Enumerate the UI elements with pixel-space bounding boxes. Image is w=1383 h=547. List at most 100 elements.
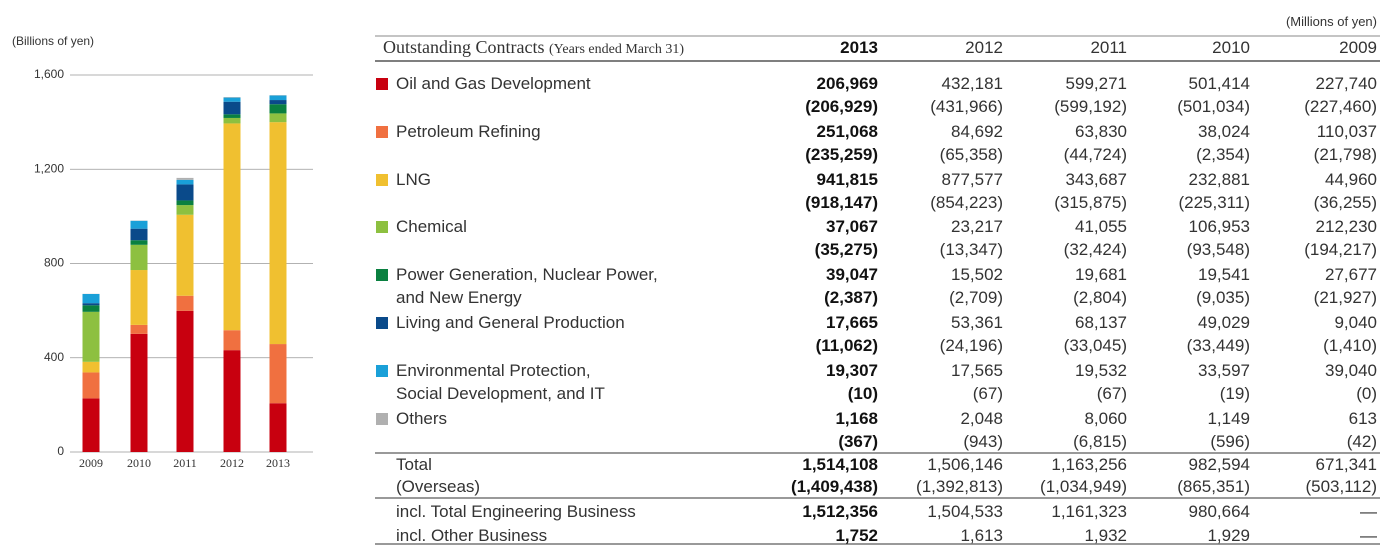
row-overseas: (19) [1220, 382, 1250, 405]
row-overseas: (2,387) [824, 286, 878, 309]
row-overseas: (67) [1097, 382, 1127, 405]
row-overseas: (65,358) [940, 143, 1003, 166]
row-value: 19,541 [1198, 263, 1250, 286]
row-value: 19,307 [826, 359, 878, 382]
row-overseas: (854,223) [930, 191, 1003, 214]
bar-segment [270, 403, 287, 452]
bar-segment [131, 325, 148, 334]
row-overseas: (367) [838, 430, 878, 453]
summary-label: incl. Other Business [396, 524, 547, 547]
legend-swatch [376, 413, 388, 425]
row-overseas: (21,798) [1314, 143, 1377, 166]
row-value: 941,815 [817, 168, 878, 191]
row-overseas: (943) [963, 430, 1003, 453]
bar-segment [177, 178, 194, 180]
row-overseas: (42) [1347, 430, 1377, 453]
summary-value: 671,341 [1316, 453, 1377, 476]
bar-segment [177, 215, 194, 296]
row-value: 343,687 [1066, 168, 1127, 191]
row-value: 1,149 [1207, 407, 1250, 430]
summary-value: 1,512,356 [802, 500, 878, 523]
row-overseas: (93,548) [1187, 238, 1250, 261]
bar-segment [177, 184, 194, 200]
bar-segment [131, 270, 148, 325]
row-value: 9,040 [1334, 311, 1377, 334]
row-value: 38,024 [1198, 120, 1250, 143]
bar-segment [177, 311, 194, 452]
row-value: 33,597 [1198, 359, 1250, 382]
row-label: Oil and Gas Development [396, 72, 591, 95]
row-value: 39,040 [1325, 359, 1377, 382]
row-overseas: (24,196) [940, 334, 1003, 357]
bar-segment [224, 98, 241, 102]
summary-value: 1,161,323 [1051, 500, 1127, 523]
row-overseas: (2,804) [1073, 286, 1127, 309]
row-value: 19,532 [1075, 359, 1127, 382]
row-overseas: (431,966) [930, 95, 1003, 118]
summary-value: — [1360, 500, 1377, 523]
summary-value: 1,163,256 [1051, 453, 1127, 476]
x-tick-label: 2012 [220, 456, 244, 470]
summary-value: 1,752 [835, 524, 878, 547]
summary-value: (1,409,438) [791, 475, 878, 498]
legend-swatch [376, 365, 388, 377]
row-value: 17,665 [826, 311, 878, 334]
bar-segment [83, 398, 100, 452]
summary-value: 982,594 [1189, 453, 1250, 476]
bar-segment [224, 102, 241, 115]
row-value: 53,361 [951, 311, 1003, 334]
table-title-text: Outstanding Contracts [383, 37, 544, 57]
y-tick-label: 400 [44, 350, 64, 364]
row-value: 41,055 [1075, 215, 1127, 238]
bar-segment [131, 229, 148, 241]
bar-segment [131, 221, 148, 229]
row-value: 2,048 [960, 407, 1003, 430]
column-header: 2010 [1212, 36, 1250, 59]
row-label: Petroleum Refining [396, 120, 541, 143]
column-header: 2012 [965, 36, 1003, 59]
summary-value: (1,034,949) [1040, 475, 1127, 498]
summary-value: 1,929 [1207, 524, 1250, 547]
row-value: 84,692 [951, 120, 1003, 143]
row-value: 23,217 [951, 215, 1003, 238]
bar-segment [83, 305, 100, 312]
row-overseas: (35,275) [815, 238, 878, 261]
row-value: 110,037 [1317, 120, 1377, 143]
bar-segment [177, 180, 194, 185]
x-tick-label: 2011 [173, 456, 197, 470]
row-overseas: (599,192) [1054, 95, 1127, 118]
y-tick-label: 0 [57, 444, 64, 458]
row-value: 227,740 [1316, 72, 1377, 95]
row-overseas: (13,347) [940, 238, 1003, 261]
legend-swatch [376, 78, 388, 90]
summary-value: 1,932 [1084, 524, 1127, 547]
bar-segment [177, 200, 194, 205]
row-overseas: (9,035) [1196, 286, 1250, 309]
summary-value: 1,504,533 [927, 500, 1003, 523]
bar-segment [224, 123, 241, 330]
row-overseas: (194,217) [1304, 238, 1377, 261]
column-header: 2009 [1339, 36, 1377, 59]
row-overseas: (32,424) [1064, 238, 1127, 261]
y-tick-label: 1,200 [34, 161, 64, 175]
summary-value: 1,613 [960, 524, 1003, 547]
table-title-note: (Years ended March 31) [549, 42, 684, 57]
row-label: Environmental Protection, Social Develop… [396, 359, 605, 405]
bar-segment [224, 350, 241, 452]
row-overseas: (10) [848, 382, 878, 405]
row-overseas: (206,929) [805, 95, 878, 118]
bar-segment [83, 362, 100, 373]
x-tick-label: 2010 [127, 456, 151, 470]
legend-swatch [376, 126, 388, 138]
row-value: 432,181 [942, 72, 1003, 95]
row-value: 599,271 [1066, 72, 1127, 95]
y-tick-label: 800 [44, 256, 64, 270]
bar-segment [224, 118, 241, 123]
column-header: 2013 [840, 36, 878, 59]
row-value: 212,230 [1316, 215, 1377, 238]
row-overseas: (21,927) [1314, 286, 1377, 309]
row-overseas: (36,255) [1314, 191, 1377, 214]
row-value: 19,681 [1075, 263, 1127, 286]
bar-segment [83, 372, 100, 398]
row-overseas: (44,724) [1064, 143, 1127, 166]
